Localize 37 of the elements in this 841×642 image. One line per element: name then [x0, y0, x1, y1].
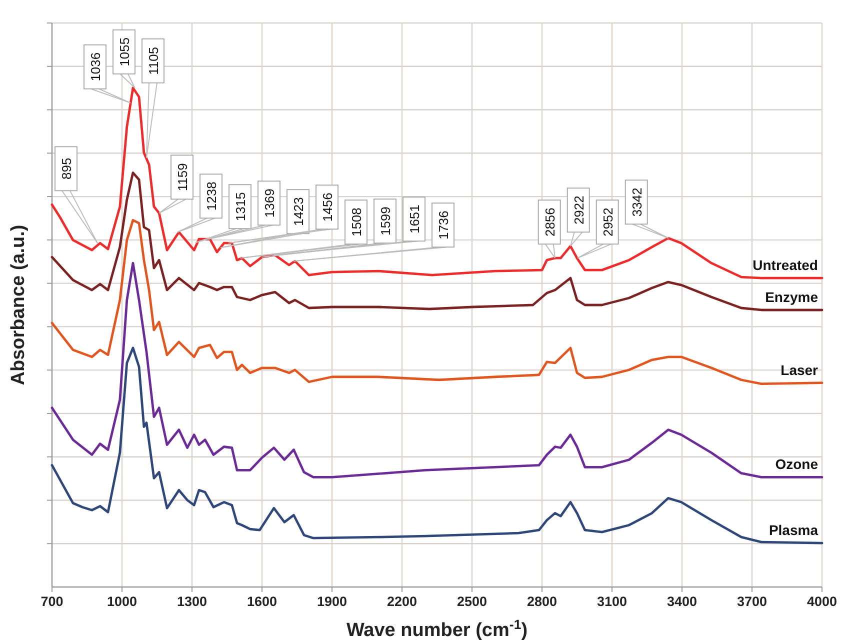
x-tick-label: 2500 — [456, 594, 488, 609]
x-tick-label: 1600 — [246, 594, 278, 609]
series-label: Plasma — [768, 522, 818, 538]
series-label: Enzyme — [765, 288, 818, 305]
x-tick-label: 1300 — [176, 594, 208, 609]
annotation: 1159 — [175, 163, 190, 192]
annotation: 895 — [59, 158, 74, 180]
annotation: 2856 — [542, 208, 558, 237]
annotation: 1651 — [407, 204, 422, 234]
x-tick-label: 3400 — [666, 594, 698, 609]
series-label: Untreated — [752, 257, 818, 274]
x-tick-label: 3100 — [596, 594, 628, 609]
x-tick-label: 700 — [40, 594, 64, 609]
annotation: 1508 — [349, 208, 364, 237]
annotation: 3342 — [629, 188, 644, 217]
series-label: Ozone — [775, 456, 818, 472]
annotation: 1055 — [117, 37, 132, 66]
x-axis-title: Wave number (cm$^{-1}$) — [346, 616, 528, 641]
x-tick-label: 2800 — [526, 594, 558, 609]
annotation: 1736 — [436, 210, 451, 240]
x-tick-label: 4000 — [806, 594, 838, 609]
x-tick-label: 1900 — [316, 594, 348, 609]
annotation: 1423 — [291, 197, 306, 226]
y-axis-title: Absorbance (a.u.) — [8, 224, 29, 386]
x-tick-label: 2200 — [386, 594, 418, 609]
annotation: 1238 — [204, 182, 219, 211]
annotation: 1369 — [262, 188, 277, 218]
x-tick-label: 3700 — [736, 594, 768, 609]
annotation: 1456 — [320, 192, 335, 222]
annotation: 2952 — [600, 208, 616, 237]
annotation: 1599 — [378, 206, 393, 236]
series-label: Laser — [780, 362, 819, 378]
annotation: 1105 — [146, 46, 161, 75]
annotation: 2922 — [571, 196, 586, 225]
annotation: 1036 — [88, 52, 103, 82]
x-tick-label: 1000 — [106, 594, 138, 609]
annotation: 1315 — [233, 192, 248, 222]
